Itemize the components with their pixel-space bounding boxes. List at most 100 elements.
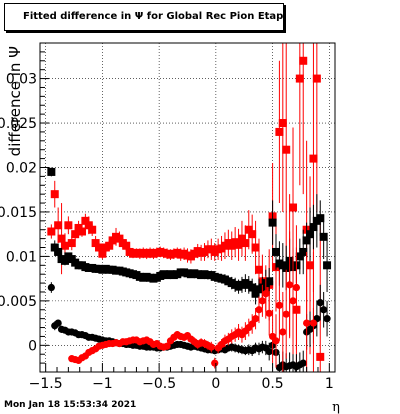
data-point [278, 119, 287, 128]
data-point [251, 243, 260, 252]
data-point [237, 234, 246, 243]
data-point [316, 352, 325, 361]
y-tick-label: 0.01 [6, 249, 37, 265]
data-point [323, 261, 332, 270]
data-point [272, 337, 280, 345]
data-point [292, 283, 301, 292]
data-point [244, 225, 253, 234]
data-point [319, 232, 328, 241]
data-point [255, 306, 263, 314]
data-point [248, 283, 257, 292]
timestamp: Mon Jan 18 15:53:34 2021 [4, 400, 137, 410]
data-point [282, 263, 291, 272]
data-point [251, 315, 260, 323]
series-3 [68, 225, 318, 372]
data-point [262, 290, 270, 298]
data-point [84, 221, 93, 230]
data-point [115, 234, 124, 243]
data-point [207, 343, 215, 351]
data-point [50, 190, 59, 199]
data-point [265, 309, 273, 317]
data-point [91, 239, 100, 248]
data-point [47, 167, 56, 176]
data-point [248, 320, 256, 328]
data-point [95, 243, 103, 252]
data-point [286, 281, 294, 289]
data-point [320, 306, 328, 314]
data-point [211, 359, 219, 367]
series-2 [47, 282, 331, 372]
data-point [282, 310, 290, 318]
data-point [268, 218, 277, 227]
data-point [98, 249, 107, 258]
y-tick-label: 0.005 [0, 294, 37, 310]
data-point [272, 247, 280, 256]
data-point [105, 241, 114, 250]
data-point [306, 230, 315, 239]
x-tick-label: −0.5 [142, 376, 176, 392]
data-point [50, 243, 59, 252]
data-point [309, 223, 318, 232]
data-point [77, 227, 86, 236]
data-point [54, 221, 63, 230]
x-tick-label: 0.5 [261, 376, 283, 392]
data-point [299, 247, 308, 256]
data-point [299, 56, 308, 65]
data-point [163, 342, 171, 350]
data-point [316, 299, 324, 307]
data-point [279, 328, 287, 336]
data-point [265, 277, 274, 286]
series-layer [47, 43, 332, 372]
data-point [312, 74, 321, 83]
data-point [54, 247, 63, 256]
data-point [71, 230, 80, 239]
data-point [234, 240, 243, 249]
data-point [47, 283, 55, 292]
data-point [295, 252, 304, 261]
data-point [316, 214, 325, 223]
y-tick-label: 0 [28, 338, 37, 354]
axes: −1.5 −1 −0.5 0 0.5 1 0 0.005 0.01 0.015 0.02 0.025 0… [0, 51, 334, 392]
data-point [265, 347, 273, 356]
chart-title: Fitted difference in Ψ for Global Rec Pi… [4, 3, 284, 31]
x-axis-label: η [332, 400, 340, 414]
data-point [122, 241, 131, 250]
y-tick-label: 0.015 [0, 205, 37, 221]
data-point [306, 261, 315, 270]
data-point [47, 227, 56, 236]
grid [40, 43, 335, 372]
data-point [241, 239, 250, 248]
y-tick-label: 0.03 [6, 72, 37, 88]
data-point [282, 145, 291, 154]
data-point [302, 236, 311, 245]
data-point [67, 239, 76, 248]
x-tick-label: 0 [211, 376, 220, 392]
data-point [323, 315, 331, 323]
data-point [64, 221, 73, 230]
data-point [60, 241, 69, 250]
plot-frame [39, 42, 336, 373]
series-1 [47, 167, 332, 305]
data-point [289, 203, 298, 212]
data-point [54, 319, 62, 327]
data-point [60, 256, 69, 265]
data-point [289, 297, 297, 305]
data-point [88, 225, 97, 234]
data-point [254, 265, 263, 274]
y-tick-label: 0.025 [0, 116, 37, 132]
data-point [57, 234, 66, 243]
data-point [295, 74, 304, 83]
x-tick-label: 1 [325, 376, 334, 392]
data-point [258, 297, 266, 305]
data-point [251, 289, 260, 298]
data-point [309, 319, 318, 327]
data-point [275, 127, 284, 136]
y-tick-label: 0.02 [6, 160, 37, 176]
data-point [81, 216, 90, 225]
x-tick-label: −1 [92, 376, 113, 392]
data-point [309, 154, 318, 163]
data-point [275, 301, 284, 309]
y-axis-label: difference in Ψ [6, 46, 24, 156]
data-point [299, 359, 307, 367]
